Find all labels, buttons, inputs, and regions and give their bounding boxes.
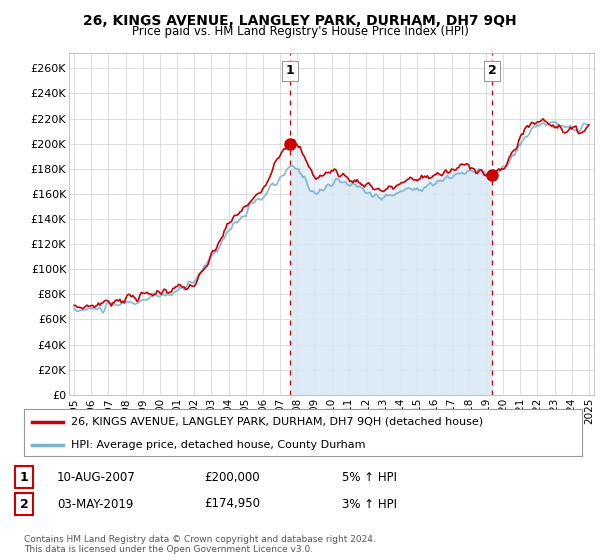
Text: 2: 2 [20, 497, 28, 511]
Text: Price paid vs. HM Land Registry's House Price Index (HPI): Price paid vs. HM Land Registry's House … [131, 25, 469, 38]
Text: 26, KINGS AVENUE, LANGLEY PARK, DURHAM, DH7 9QH: 26, KINGS AVENUE, LANGLEY PARK, DURHAM, … [83, 14, 517, 28]
Text: 10-AUG-2007: 10-AUG-2007 [57, 470, 136, 484]
Text: HPI: Average price, detached house, County Durham: HPI: Average price, detached house, Coun… [71, 440, 366, 450]
Text: £174,950: £174,950 [204, 497, 260, 511]
Text: 1: 1 [20, 470, 28, 484]
Text: 5% ↑ HPI: 5% ↑ HPI [342, 470, 397, 484]
Text: 3% ↑ HPI: 3% ↑ HPI [342, 497, 397, 511]
Text: 26, KINGS AVENUE, LANGLEY PARK, DURHAM, DH7 9QH (detached house): 26, KINGS AVENUE, LANGLEY PARK, DURHAM, … [71, 417, 484, 427]
Text: 2: 2 [488, 64, 496, 77]
Text: 1: 1 [286, 64, 295, 77]
Text: Contains HM Land Registry data © Crown copyright and database right 2024.
This d: Contains HM Land Registry data © Crown c… [24, 535, 376, 554]
Text: 03-MAY-2019: 03-MAY-2019 [57, 497, 133, 511]
Text: £200,000: £200,000 [204, 470, 260, 484]
